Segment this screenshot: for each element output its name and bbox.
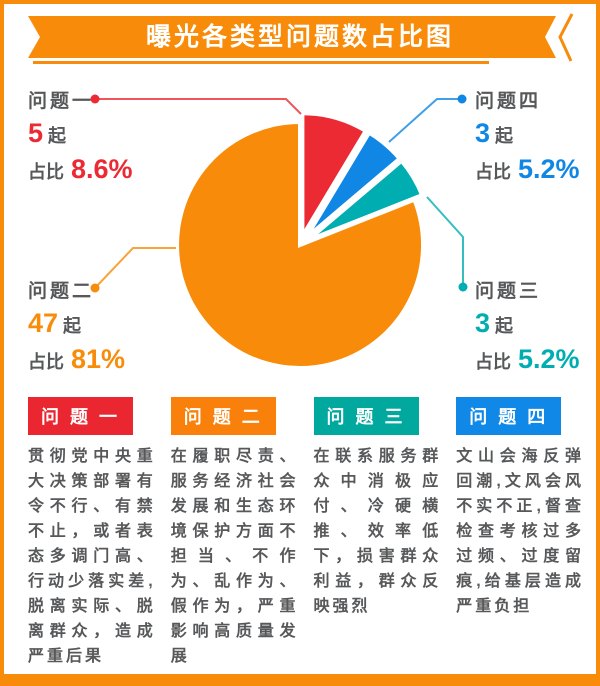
callout-3-label: 问题三: [475, 281, 542, 302]
connector-line-问题四: [388, 98, 462, 143]
pie-slice-问题一: [300, 111, 369, 244]
connector-line-问题一: [95, 98, 302, 115]
problem-column-1: 问 题 一 贯彻党中央重大决策部署有令不行、有禁不止，或者表态多调门高、行动少落…: [28, 397, 156, 669]
connector-dot-问题二: [90, 283, 100, 293]
callout-1-pct-prefix: 占比: [28, 162, 64, 182]
callout-3-pct-prefix: 占比: [475, 352, 511, 372]
problem-1-header-badge: 问 题 一: [28, 397, 134, 435]
problem-1-description: 贯彻党中央重大决策部署有令不行、有禁不止，或者表态多调门高、行动少落实差,脱离实…: [28, 448, 156, 665]
connector-dot-问题三: [458, 282, 468, 292]
page-border-top: [0, 0, 600, 4]
callout-1-count: 5: [28, 118, 44, 148]
problem-4-header-badge: 问 题 四: [456, 397, 562, 435]
problem-details-section: 问 题 一 贯彻党中央重大决策部署有令不行、有禁不止，或者表态多调门高、行动少落…: [28, 397, 584, 669]
page-border-left: [0, 0, 4, 686]
callout-2-label: 问题二: [28, 281, 95, 302]
callout-2-pct-prefix: 占比: [28, 352, 64, 372]
callout-3-count: 3: [475, 308, 491, 338]
callout-1-label: 问题一: [28, 91, 95, 112]
pie-slice-问题三: [306, 157, 425, 243]
pie-slice-问题二: [175, 119, 426, 370]
pie-slices: [175, 111, 426, 370]
page-title: 曝光各类型问题数占比图: [145, 23, 454, 51]
callout-2-pct-row: 占比 81%: [28, 344, 125, 375]
problem-4-description: 文山会海反弹回潮,文风会风不实不正,督查检查考核过多过频、过度留痕,给基层造成严…: [456, 448, 584, 615]
connector-line-问题三: [426, 196, 464, 287]
callout-3-unit: 起: [495, 316, 514, 336]
ribbon-underline: [33, 61, 489, 64]
connector-line-问题二: [94, 247, 176, 289]
callout-problem-2: 问题二 47 起 占比 81%: [28, 276, 125, 375]
problem-2-description: 在履职尽责、服务经济社会发展和生态环境保护方面不担当、不作为、乱作为、假作为，严…: [170, 448, 299, 665]
callout-4-pct: 5.2%: [518, 154, 580, 184]
callout-4-label: 问题四: [475, 91, 542, 112]
ribbon-banner: [28, 16, 556, 58]
callout-4-pct-row: 占比 5.2%: [475, 154, 580, 185]
callout-2-pct: 81%: [71, 344, 126, 374]
callout-4-unit: 起: [495, 126, 514, 146]
connector-dot-问题一: [90, 94, 100, 104]
problem-3-header-badge: 问 题 三: [313, 397, 419, 435]
callout-3-pct: 5.2%: [518, 344, 580, 374]
problem-column-2: 问 题 二 在履职尽责、服务经济社会发展和生态环境保护方面不担当、不作为、乱作为…: [170, 397, 299, 669]
ribbon-fold-icon: [558, 13, 574, 62]
callout-1-pct-row: 占比 8.6%: [28, 154, 133, 185]
callout-2-count: 47: [28, 308, 59, 338]
problem-3-description: 在联系服务群众中消极应付、冷硬横推、效率低下，损害群众利益，群众反映强烈: [313, 448, 442, 615]
page-border-right: [596, 0, 600, 686]
callout-4-pct-prefix: 占比: [475, 162, 511, 182]
pie-slice-问题四: [304, 129, 403, 240]
callout-4-count: 3: [475, 118, 491, 148]
problem-column-3: 问 题 三 在联系服务群众中消极应付、冷硬横推、效率低下，损害群众利益，群众反映…: [313, 397, 442, 669]
callout-1-unit: 起: [48, 126, 67, 146]
callout-2-count-row: 47 起: [28, 308, 125, 339]
page-border-bottom: [0, 674, 600, 686]
callout-2-unit: 起: [63, 316, 82, 336]
callout-connectors: [90, 94, 468, 293]
problem-column-4: 问 题 四 文山会海反弹回潮,文风会风不实不正,督查检查考核过多过频、过度留痕,…: [456, 397, 584, 669]
callout-3-pct-row: 占比 5.2%: [475, 344, 580, 375]
problem-2-header-badge: 问 题 二: [170, 397, 276, 435]
connector-dot-问题四: [457, 94, 467, 104]
callout-1-pct: 8.6%: [71, 154, 133, 184]
